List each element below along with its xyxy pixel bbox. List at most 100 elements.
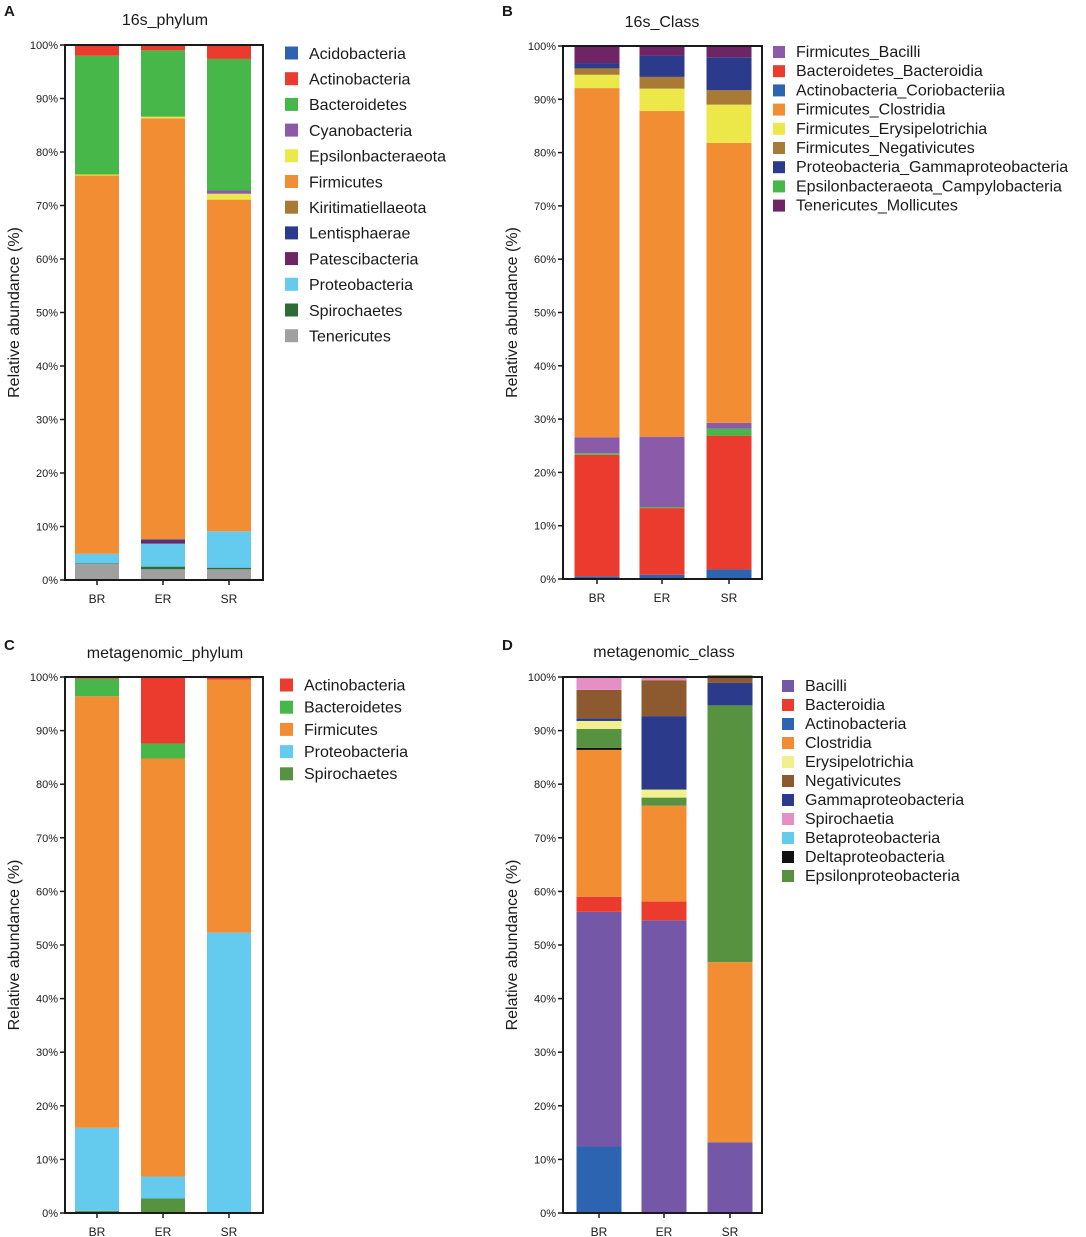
legend-label: Tenericutes_Mollicutes	[796, 198, 958, 215]
legend-swatch-bacteroidetes	[280, 700, 293, 714]
bar-segment-sr-proteobacteria	[207, 932, 251, 1213]
legend-label: Cyanobacteria	[309, 123, 412, 140]
bar-segment-er-tenericutes	[141, 569, 185, 580]
y-tick-label: 70%	[36, 833, 58, 845]
legend-swatch-firmicutes-erysipelotrichia	[773, 122, 785, 135]
bar-segment-sr-negativicutes	[707, 675, 753, 683]
legend-label: Firmicutes_Clostridia	[796, 102, 945, 119]
legend-swatch-betaproteobacteria	[782, 832, 794, 844]
bar-segment-br-bacteroidetes	[75, 55, 119, 175]
x-tick-label: ER	[155, 1225, 172, 1237]
legend-swatch-cyanobacteria	[285, 123, 298, 137]
bar-segment-er-actinobacteria	[141, 677, 185, 744]
legend-swatch-bacteroidia	[782, 699, 794, 711]
y-tick-label: 0%	[540, 574, 556, 586]
y-tick-label: 90%	[534, 94, 556, 106]
y-tick-label: 30%	[36, 1047, 58, 1059]
legend-swatch-negativicutes	[782, 775, 794, 787]
y-tick-label: 10%	[36, 522, 58, 534]
legend-label: Acidobacteria	[309, 46, 406, 63]
legend-swatch-actinobacteria-coriobacteriia	[773, 84, 785, 97]
bar-segment-br-actinobacteria-coriobacteriia	[574, 576, 620, 579]
legend-swatch-deltaproteobacteria	[782, 851, 794, 863]
legend-label: Actinobacteria_Coriobacteriia	[796, 82, 1005, 99]
bar-segment-er-tenericutes-mollicutes	[639, 46, 685, 56]
chart-title: 16s_phylum	[122, 12, 208, 29]
bar-segment-sr-bacteroidetes-bacteroidia	[706, 435, 752, 570]
y-tick-label: 0%	[42, 575, 58, 587]
y-tick-label: 80%	[36, 779, 58, 791]
bar-segment-sr-clostridia	[707, 962, 753, 1143]
legend-swatch-bacteroidetes	[285, 97, 298, 111]
bar-segment-br-actinobacteria	[576, 1146, 622, 1213]
bar-segment-er-spirochaetia	[641, 677, 687, 681]
bar-segment-sr-epsilonbacteraeota-campylobacteria	[706, 428, 752, 436]
legend-label: Negativicutes	[805, 773, 901, 790]
legend-label: Firmicutes_Negativicutes	[796, 140, 975, 157]
legend-swatch-patescibacteria	[285, 252, 298, 266]
legend-label: Epsilonbacteraeota	[309, 149, 446, 166]
legend-swatch-epsilonbacteraeota-campylobacteria	[773, 180, 785, 193]
legend-swatch-firmicutes-negativicutes	[773, 142, 785, 154]
legend-swatch-firmicutes	[280, 722, 293, 736]
legend-label: Tenericutes	[309, 328, 391, 345]
bar-segment-br-clostridia	[576, 749, 622, 897]
legend-swatch-bacilli	[782, 680, 794, 692]
y-tick-label: 80%	[534, 779, 556, 791]
bar-segment-br-tenericutes	[75, 563, 119, 580]
legend-label: Firmicutes_Bacilli	[796, 44, 920, 61]
legend-label: Spirochaetia	[805, 811, 894, 828]
y-tick-label: 10%	[534, 521, 556, 533]
bar-segment-br-firmicutes-erysipelotrichia	[574, 74, 620, 89]
bar-segment-sr-firmicutes-negativicutes	[706, 90, 752, 105]
y-tick-label: 90%	[534, 726, 556, 738]
y-tick-label: 100%	[528, 41, 556, 53]
bar-segment-br-actinobacteria	[75, 45, 119, 56]
bar-segment-br-firmicutes-negativicutes	[574, 68, 620, 75]
panel-letter: B	[502, 3, 513, 20]
bar-segment-er-firmicutes-erysipelotrichia	[639, 88, 685, 112]
bar-segment-br-negativicutes	[576, 689, 622, 719]
bar-segment-sr-firmicutes-erysipelotrichia	[706, 104, 752, 144]
y-tick-label: 50%	[534, 940, 556, 952]
bar-segment-er-firmicutes-clostridia	[639, 111, 685, 437]
legend-label: Bacteroidia	[805, 697, 885, 714]
y-tick-label: 50%	[534, 308, 556, 320]
bar-segment-br-epsilonbacteraeota-campylobacteria	[574, 453, 620, 455]
bar-segment-br-proteobacteria	[75, 1127, 119, 1211]
legend-swatch-epsilonbacteraeota	[285, 149, 298, 163]
bar-segment-er-epsilonproteobacteria	[641, 797, 687, 806]
bar-segment-sr-spirochaetes	[207, 567, 251, 570]
legend-swatch-proteobacteria	[280, 745, 293, 759]
panel-letter: C	[4, 637, 15, 654]
panel-b: B 16s_Class Relative abundance (%) BR ER SR 0%…	[502, 3, 1068, 605]
x-tick-label: SR	[721, 591, 738, 605]
legend-label: Gammaproteobacteria	[805, 792, 964, 809]
bar-segment-sr-firmicutes-clostridia	[706, 143, 752, 423]
y-tick-label: 30%	[534, 414, 556, 426]
legend-swatch-spirochaetes	[280, 767, 293, 781]
bar-segment-br-erysipelotrichia	[576, 720, 622, 729]
legend-swatch-proteobacteria	[285, 277, 298, 291]
x-tick-label: ER	[656, 1225, 673, 1237]
bar-segment-er-actinobacteria	[141, 45, 185, 51]
bar-segment-er-actinobacteria-coriobacteriia	[639, 574, 685, 579]
legend-swatch-firmicutes-clostridia	[773, 103, 785, 116]
legend-label: Spirochaetes	[309, 303, 402, 320]
bar-segment-sr-gammaproteobacteria	[707, 682, 753, 706]
bar-segment-sr-bacilli	[707, 1142, 753, 1213]
bar-segment-sr-epsilonproteobacteria	[707, 705, 753, 963]
bar-segment-br-spirochaetes	[75, 563, 119, 564]
bar-segment-br-firmicutes	[75, 696, 119, 1128]
bar-segment-br-proteobacteria	[75, 553, 119, 564]
legend-swatch-tenericutes-mollicutes	[773, 199, 785, 212]
bar-segment-er-epsilonbacteraeota	[141, 116, 185, 119]
bar-segment-sr-proteobacteria-gammaproteobacteria	[706, 57, 752, 91]
y-tick-label: 20%	[36, 1101, 58, 1113]
legend-label: Erysipelotrichia	[805, 754, 914, 771]
y-tick-label: 90%	[36, 726, 58, 738]
legend-swatch-erysipelotrichia	[782, 756, 794, 768]
x-tick-label: SR	[221, 1225, 238, 1237]
